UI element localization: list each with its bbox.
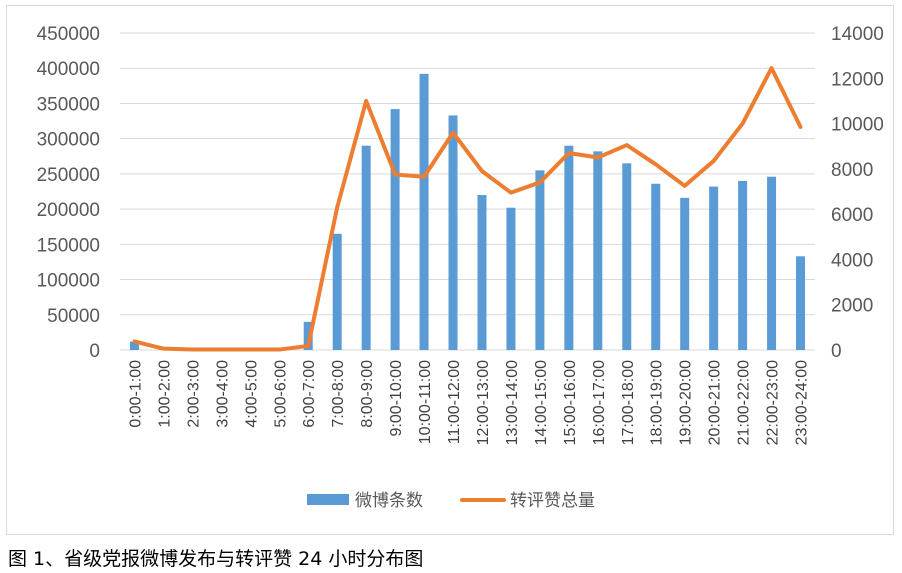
bar-18:00-19:00 <box>651 183 661 350</box>
y-left-tick-label: 0 <box>89 341 100 362</box>
x-tick-label: 21:00-22:00 <box>736 360 753 446</box>
bar-20:00-21:00 <box>709 186 719 350</box>
y-right-tick-label: 0 <box>831 341 842 362</box>
x-tick-label: 3:00-4:00 <box>214 360 231 428</box>
bar-22:00-23:00 <box>767 176 777 350</box>
x-tick-label: 20:00-21:00 <box>707 360 724 446</box>
y-left-tick-label: 150000 <box>37 235 100 256</box>
x-tick-label: 22:00-23:00 <box>765 360 782 446</box>
x-tick-label: 6:00-7:00 <box>301 360 318 428</box>
x-tick-label: 19:00-20:00 <box>678 360 695 446</box>
x-tick-label: 5:00-6:00 <box>272 360 289 428</box>
bar-0:00-1:00 <box>129 341 139 350</box>
x-tick-label: 13:00-14:00 <box>504 360 521 446</box>
x-tick-label: 17:00-18:00 <box>620 360 637 446</box>
y-right-tick-label: 10000 <box>831 115 884 136</box>
x-tick-label: 0:00-1:00 <box>127 360 144 428</box>
y-right-tick-label: 8000 <box>831 160 873 181</box>
x-tick-label: 15:00-16:00 <box>562 360 579 446</box>
y-left-tick-label: 100000 <box>37 271 100 292</box>
bar-9:00-10:00 <box>390 109 400 350</box>
bar-7:00-8:00 <box>332 233 342 350</box>
x-tick-label: 12:00-13:00 <box>475 360 492 446</box>
y-left-tick-label: 300000 <box>37 130 100 151</box>
y-left-tick-label: 50000 <box>47 306 100 327</box>
x-tick-label: 2:00-3:00 <box>185 360 202 428</box>
bar-17:00-18:00 <box>622 163 632 350</box>
y-right-tick-label: 14000 <box>831 24 884 45</box>
legend-line-label: 转评赞总量 <box>510 491 595 511</box>
bar-16:00-17:00 <box>593 151 603 350</box>
x-tick-label: 23:00-24:00 <box>794 360 811 446</box>
bar-21:00-22:00 <box>738 180 748 350</box>
x-tick-label: 11:00-12:00 <box>446 360 463 444</box>
bar-12:00-13:00 <box>477 195 487 350</box>
x-tick-label: 18:00-19:00 <box>649 360 666 446</box>
y-left-tick-label: 450000 <box>37 24 100 45</box>
bar-15:00-16:00 <box>564 145 574 350</box>
y-right-tick-label: 4000 <box>831 250 873 271</box>
bar-6:00-7:00 <box>303 321 313 350</box>
y-left-tick-label: 250000 <box>37 165 100 186</box>
x-tick-label: 4:00-5:00 <box>243 360 260 428</box>
bar-10:00-11:00 <box>419 73 429 350</box>
legend-bar-swatch <box>307 494 349 505</box>
bar-23:00-24:00 <box>796 256 806 350</box>
y-left-tick-label: 200000 <box>37 200 100 221</box>
x-tick-label: 14:00-15:00 <box>533 360 550 446</box>
bar-8:00-9:00 <box>361 145 371 350</box>
x-tick-label: 16:00-17:00 <box>591 360 608 446</box>
bar-11:00-12:00 <box>448 115 458 350</box>
y-right-tick-label: 2000 <box>831 296 873 317</box>
x-tick-label: 7:00-8:00 <box>330 360 347 428</box>
legend-bar-label: 微博条数 <box>355 491 423 511</box>
y-left-tick-label: 400000 <box>37 59 100 80</box>
bar-14:00-15:00 <box>535 170 545 350</box>
y-left-tick-label: 350000 <box>37 94 100 115</box>
x-tick-label: 1:00-2:00 <box>156 360 173 428</box>
y-right-tick-label: 12000 <box>831 69 884 90</box>
line-series-total-interactions <box>132 66 803 352</box>
chart-svg: 4500004000003500003000002500002000001500… <box>37 24 884 511</box>
y-right-tick-label: 6000 <box>831 205 873 226</box>
x-tick-label: 8:00-9:00 <box>359 360 376 428</box>
bar-19:00-20:00 <box>680 197 690 350</box>
figure-caption: 图 1、省级党报微博发布与转评赞 24 小时分布图 <box>8 548 424 570</box>
bar-13:00-14:00 <box>506 207 516 350</box>
x-tick-label: 9:00-10:00 <box>388 360 405 437</box>
chart-frame: 450000 400000 350000 300000 250000 200000 1500… <box>6 5 894 535</box>
x-tick-label: 10:00-11:00 <box>417 360 434 444</box>
